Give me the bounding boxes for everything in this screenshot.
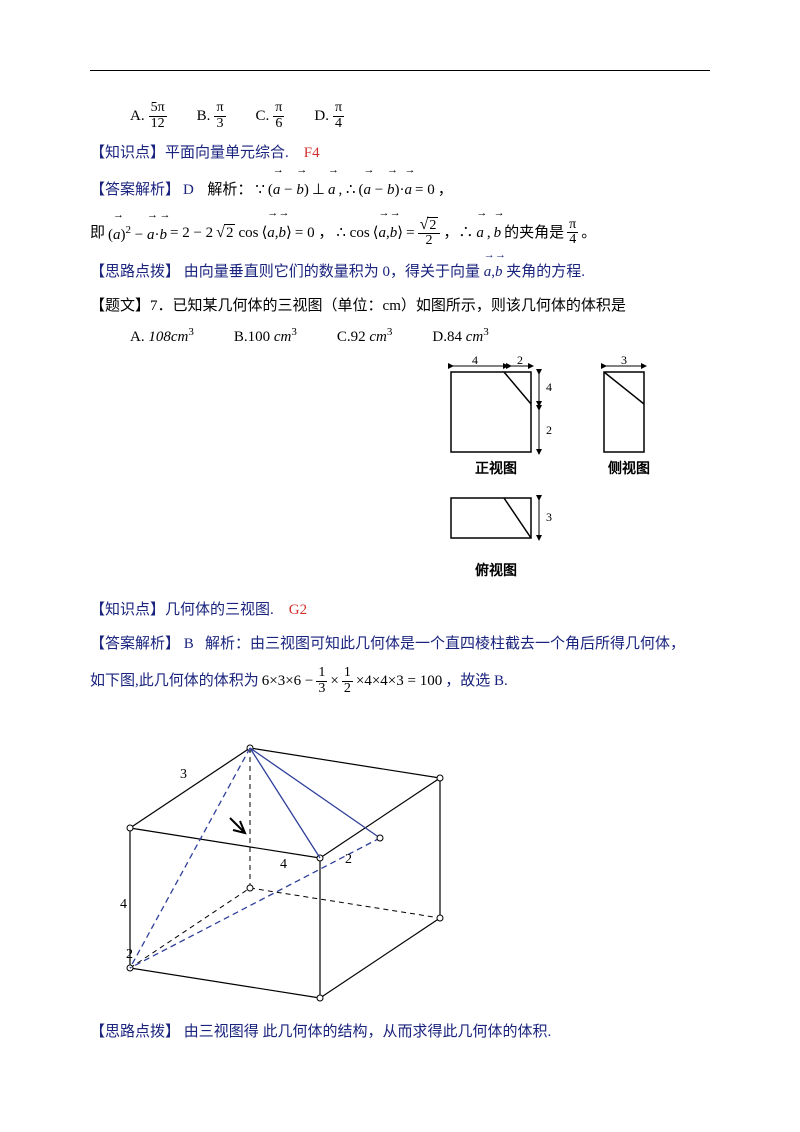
kp-code: G2 [289, 602, 307, 618]
eqz: = 0 ， [295, 216, 333, 250]
front-view: 4 2 4 2 正视图 [431, 356, 561, 478]
q7-kp: 【知识点】几何体的三视图. G2 [90, 596, 710, 624]
perp: ⊥ [312, 173, 325, 207]
q6-answer-line2: 即 (→a)2 − →a·→b = 2 − 22 cos ⟨→a,→b⟩ = 0… [90, 213, 710, 252]
eqzero: = 0 [415, 173, 435, 207]
svg-text:4: 4 [546, 380, 552, 394]
times1: × [330, 664, 338, 698]
side-view-svg: 3 [589, 356, 669, 456]
frac-den: 12 [149, 117, 167, 132]
calc2: ×4×4×3 = 100 [356, 664, 442, 698]
q7-title: 【题文】7．已知某几何体的三视图（单位：cm）如图所示，则该几何体的体积是 [90, 292, 710, 320]
title-label: 【题文】 [90, 298, 150, 314]
tail: ，∴ [443, 216, 473, 250]
hint-text-b: 夹角的方程. [506, 264, 585, 280]
ans-text-b: 如下图,此几何体的体积为 [90, 664, 259, 698]
q6-opt-a: A. 5π12 [130, 101, 167, 131]
page-root: A. 5π12 B. π3 C. π6 D. π4 【知识点】平面向量单元综合.… [0, 0, 800, 1092]
ans-letter: B [184, 636, 194, 652]
hint-text-a: 由向量垂直则它们的数量积为 0，得关于向量 [184, 264, 484, 280]
ans-letter: D [183, 173, 194, 207]
end: 的夹角是 [504, 216, 564, 250]
frac-den: 4 [333, 117, 344, 132]
eq: = [406, 216, 414, 250]
eq2-pre: 即 [90, 216, 105, 250]
solid-figure: 3 4 2 4 2 [90, 708, 710, 1008]
svg-text:2: 2 [345, 852, 352, 867]
q7-ans-line2: 如下图,此几何体的体积为 6×3×6 − 13 × 12 ×4×4×3 = 10… [90, 664, 710, 698]
q6-options: A. 5π12 B. π3 C. π6 D. π4 [90, 101, 710, 131]
q6-opt-d: D. π4 [314, 101, 344, 131]
top-view-label: 俯视图 [431, 560, 561, 580]
svg-text:3: 3 [621, 356, 627, 367]
ans-pre: 解析： [207, 173, 252, 207]
q6-kp: 【知识点】平面向量单元综合. F4 [90, 139, 710, 167]
q6-opt-b: B. π3 [197, 101, 226, 131]
svg-text:2: 2 [126, 947, 133, 962]
q7-options: A. 108cm3 B.100 cm3 C.92 cm3 D.84 cm3 [90, 326, 710, 346]
title-num: 7． [150, 298, 173, 314]
hint-label: 【思路点拨】 [90, 264, 180, 280]
frac-num: π [214, 101, 225, 117]
kp-code: F4 [304, 145, 320, 161]
eq-because: ∵ [255, 173, 265, 207]
opt-letter: B. [197, 108, 211, 125]
svg-text:3: 3 [180, 767, 187, 782]
kp-text: 几何体的三视图. [165, 602, 274, 618]
front-view-svg: 4 2 4 2 [431, 356, 561, 456]
q7-ans-line1: 【答案解析】 B 解析：由三视图可知此几何体是一个直四棱柱截去一个角后所得几何体… [90, 630, 710, 658]
svg-text:4: 4 [280, 857, 287, 872]
side-view-label: 侧视图 [589, 458, 669, 478]
svg-text:3: 3 [546, 510, 552, 524]
opt-letter: D. [314, 108, 329, 125]
frac-num: π [333, 101, 344, 117]
frac-num: 5π [149, 101, 167, 117]
title-text: 已知某几何体的三视图（单位：cm）如图所示，则该几何体的体积是 [173, 298, 626, 314]
front-view-label: 正视图 [431, 458, 561, 478]
three-views: 4 2 4 2 正视图 3 侧视图 [390, 356, 710, 580]
kp-text: 平面向量单元综合. [165, 145, 289, 161]
frac-num: π [273, 101, 284, 117]
opt-letter: C. [256, 108, 270, 125]
hint-text: 由三视图得 此几何体的结构，从而求得此几何体的体积. [184, 1024, 552, 1040]
period: 。 [581, 216, 596, 250]
q6-answer-line1: 【答案解析】 D 解析： ∵ (→a − →b) ⊥ →a , ∴ (→a − … [90, 173, 710, 207]
kp-label: 【知识点】 [90, 602, 165, 618]
solid-svg: 3 4 2 4 2 [90, 708, 450, 1008]
hint-label: 【思路点拨】 [90, 1024, 180, 1040]
calc1: 6×3×6 − [262, 664, 314, 698]
q7-opt-d: D.84 cm3 [432, 326, 488, 346]
q6-hint: 【思路点拨】 由向量垂直则它们的数量积为 0，得关于向量 →a,→b 夹角的方程… [90, 258, 710, 286]
ans-text-a: 解析：由三视图可知此几何体是一个直四棱柱截去一个角后所得几何体， [205, 636, 685, 652]
svg-text:4: 4 [472, 356, 478, 367]
q7-opt-c: C.92 cm3 [337, 326, 393, 346]
svg-text:4: 4 [120, 897, 127, 912]
mid1: = 2 − 2 [170, 216, 213, 250]
calc-tail: ，故选 B. [445, 664, 508, 698]
top-view-svg: 3 [431, 488, 561, 558]
top-view: 3 俯视图 [431, 488, 561, 580]
svg-text:2: 2 [546, 423, 552, 437]
kp-label: 【知识点】 [90, 145, 165, 161]
svg-text:2: 2 [517, 356, 523, 367]
q7-opt-b: B.100 cm3 [234, 326, 297, 346]
frac-den: 6 [273, 117, 284, 132]
therefore2: ∴ cos [336, 216, 369, 250]
ans-label: 【答案解析】 [90, 173, 180, 207]
q7-opt-a: A. 108cm3 [130, 326, 194, 346]
mid2: cos [238, 216, 258, 250]
frac-den: 3 [214, 117, 225, 132]
q7-hint: 【思路点拨】 由三视图得 此几何体的结构，从而求得此几何体的体积. [90, 1018, 710, 1046]
ans-label: 【答案解析】 [90, 636, 180, 652]
top-rule [90, 70, 710, 71]
therefore1: , ∴ [338, 173, 355, 207]
side-view: 3 侧视图 [589, 356, 669, 478]
opt-letter: A. [130, 108, 145, 125]
q6-opt-c: C. π6 [256, 101, 285, 131]
